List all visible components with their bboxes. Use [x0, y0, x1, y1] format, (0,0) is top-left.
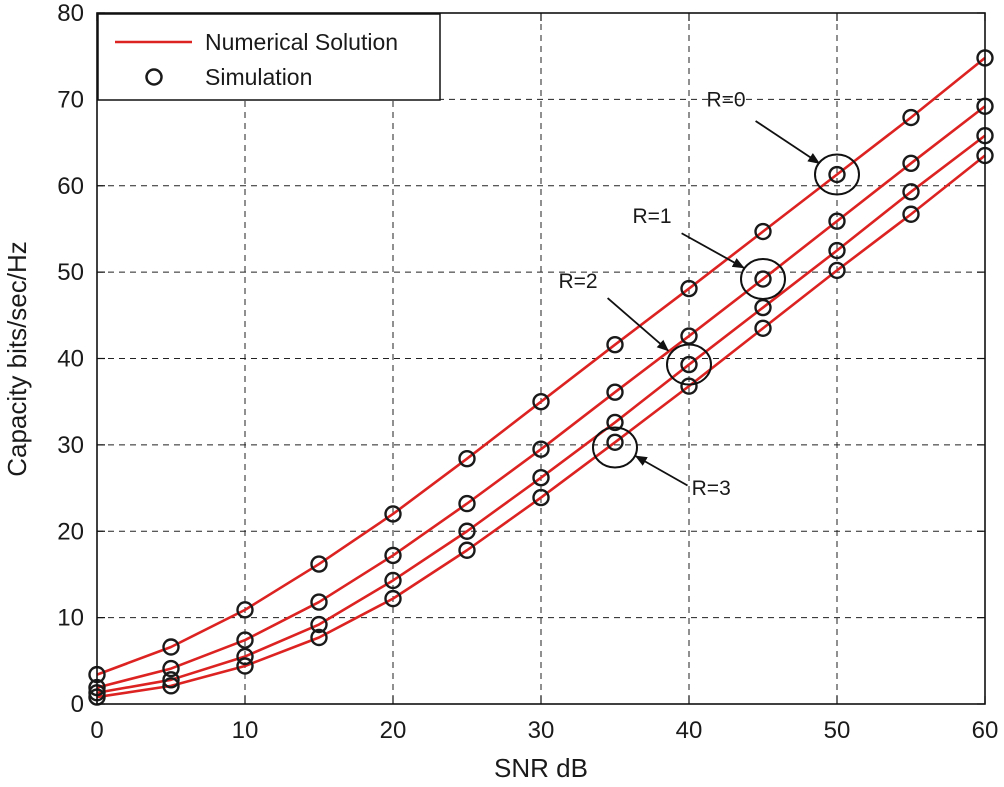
simulation-point — [532, 468, 550, 487]
annotation-arrow-r-3 — [634, 455, 688, 487]
tick-labels: 0 10 20 30 40 50 60 0 10 20 30 40 50 60 70 80 — [57, 0, 998, 744]
y-tick-label: 40 — [57, 346, 84, 373]
simulation-point — [828, 212, 846, 230]
x-tick-label: 50 — [824, 717, 851, 744]
simulation-point — [828, 261, 846, 280]
simulation-point — [680, 377, 698, 395]
simulation-point — [458, 494, 476, 513]
simulation-point — [902, 154, 920, 172]
series-line-r-0 — [96, 56, 986, 676]
legend-marker-swatch — [145, 68, 163, 86]
simulation-point — [384, 589, 402, 608]
y-tick-label: 80 — [57, 0, 84, 27]
simulation-point — [680, 355, 698, 374]
x-axis-label: SNR dB — [494, 753, 588, 783]
annotation-label-r-2: R=2 — [558, 270, 597, 293]
simulation-point — [828, 165, 846, 184]
y-tick-label: 20 — [57, 518, 84, 545]
series-lines — [96, 56, 986, 699]
x-tick-label: 20 — [380, 717, 407, 744]
simulation-point — [162, 659, 180, 678]
annotation-arrow-r-0 — [755, 120, 821, 165]
simulation-point — [680, 279, 698, 298]
simulation-point — [236, 601, 254, 619]
simulation-point — [902, 205, 920, 223]
simulation-point — [162, 671, 180, 689]
annotations: R=0 R=1 R=2 R=3 — [558, 88, 860, 500]
simulation-point — [606, 433, 624, 451]
simulation-point — [754, 222, 772, 241]
simulation-point — [236, 647, 254, 666]
simulation-point — [310, 555, 328, 573]
annotation-circle-r-2 — [666, 343, 712, 386]
y-tick-label: 50 — [57, 259, 84, 286]
simulation-point — [754, 298, 772, 317]
simulation-point — [606, 383, 624, 401]
annotation-circle-r-0 — [814, 153, 860, 196]
simulation-point — [162, 677, 180, 695]
annotation-label-r-1: R=1 — [632, 205, 671, 228]
y-axis-label: Capacity bits/sec/Hz — [2, 241, 32, 477]
simulation-point — [384, 571, 402, 590]
annotation-label-r-3: R=3 — [692, 477, 731, 500]
simulation-point — [902, 183, 920, 201]
simulation-point — [384, 546, 402, 565]
annotation-circle-r-3 — [592, 426, 638, 469]
annotation-label-r-0: R=0 — [706, 88, 745, 111]
simulation-point — [680, 327, 698, 345]
x-tick-label: 60 — [972, 717, 999, 744]
simulation-point — [902, 108, 920, 127]
simulation-point — [606, 413, 624, 432]
annotation-arrow-r-2 — [607, 297, 670, 352]
simulation-point — [310, 593, 328, 611]
annotation-circle-r-1 — [740, 258, 786, 301]
legend: Numerical Solution Simulation — [97, 13, 441, 101]
y-tick-label: 60 — [57, 173, 84, 200]
simulation-point — [236, 657, 254, 675]
x-tick-label: 40 — [676, 717, 703, 744]
y-tick-label: 70 — [57, 86, 84, 113]
y-tick-label: 30 — [57, 432, 84, 459]
y-tick-label: 0 — [71, 691, 84, 718]
simulation-point — [458, 541, 476, 559]
x-tick-label: 30 — [528, 717, 555, 744]
y-tick-label: 10 — [57, 605, 84, 632]
x-tick-label: 0 — [90, 717, 103, 744]
series-line-r-1 — [96, 105, 986, 689]
simulation-point — [606, 335, 624, 354]
plot-frame — [96, 12, 986, 705]
simulation-point — [532, 488, 550, 507]
legend-entry-simulation: Simulation — [205, 64, 312, 90]
series-line-r-2 — [96, 134, 986, 695]
simulation-point — [162, 638, 180, 656]
simulation-point — [384, 505, 402, 523]
simulation-point — [310, 615, 328, 634]
simulation-point — [236, 631, 254, 649]
simulation-point — [532, 440, 550, 458]
simulation-point — [310, 628, 328, 647]
simulation-point — [754, 319, 772, 337]
simulation-point — [532, 392, 550, 411]
simulation-point — [754, 270, 772, 288]
simulation-point — [458, 522, 476, 540]
series-line-r-3 — [96, 154, 986, 699]
simulation-point — [828, 241, 846, 260]
x-tick-label: 10 — [232, 717, 259, 744]
legend-entry-numerical: Numerical Solution — [205, 29, 398, 55]
axes-frame — [96, 12, 986, 705]
annotation-arrow-r-1 — [681, 232, 745, 269]
simulation-point — [458, 449, 476, 468]
